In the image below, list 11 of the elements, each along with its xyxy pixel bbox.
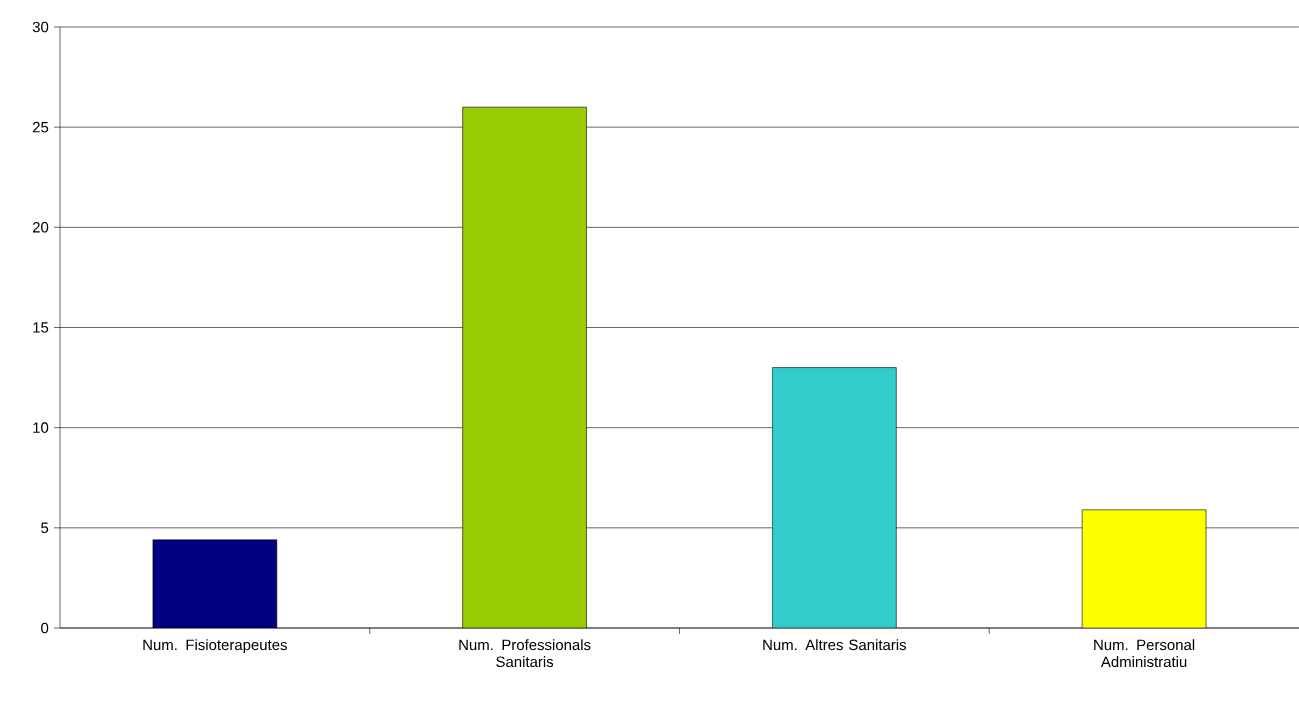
- x-tick-label: Num. Professionals Sanitaris: [459, 639, 591, 668]
- y-tick-label: 5: [41, 522, 49, 534]
- y-tick-label: 20: [32, 222, 49, 233]
- y-tick-label: 25: [32, 121, 49, 133]
- y-tick-label: 0: [41, 622, 49, 634]
- y-tick-label: 10: [33, 422, 49, 433]
- y-tick-label: 30: [32, 21, 49, 33]
- y-tick-label: 15: [33, 322, 49, 333]
- x-tick-label: Num. Personal Administratiu: [1094, 639, 1195, 668]
- x-tick-label: Num. Fisioterapeutes: [143, 639, 287, 654]
- x-tick-label: Num. Altres Sanitaris: [763, 639, 907, 651]
